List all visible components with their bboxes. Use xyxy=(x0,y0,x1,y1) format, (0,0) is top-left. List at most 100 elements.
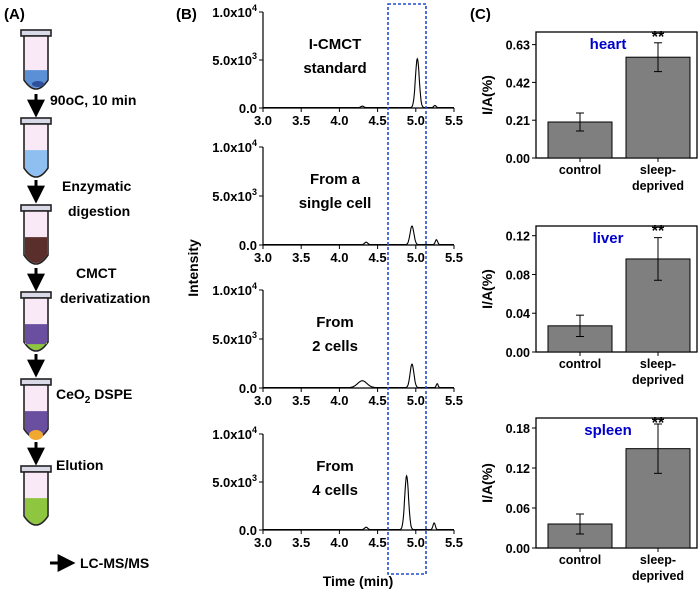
tube-cap xyxy=(20,117,52,125)
tube-4 xyxy=(20,291,52,352)
panel-c-label: (C) xyxy=(470,6,491,23)
y-tick-label: 1.0x104 xyxy=(212,281,257,298)
y-tick-label: 0.00 xyxy=(506,542,530,556)
x-tick-label: 5.5 xyxy=(445,250,463,265)
x-tick-label-cont: deprived xyxy=(632,569,684,583)
y-tick-label: 1.0x104 xyxy=(212,138,257,155)
x-tick-label: 3.5 xyxy=(292,113,310,128)
trace-block-1: 3.0 3.5 4.0 4.5 5.0 5.5 0.0 5.0x103 1.0x104 I-CMC… xyxy=(212,3,463,128)
x-tick-label: 3.0 xyxy=(254,393,272,408)
step-label-dspe: CeO2 DSPE xyxy=(56,386,132,406)
tube-6 xyxy=(20,465,52,526)
tube-3 xyxy=(20,204,52,265)
y-tick-label: 1.0x104 xyxy=(212,425,257,442)
tube-liquid xyxy=(25,411,47,437)
tissue-label: heart xyxy=(590,36,627,53)
chromatogram-line xyxy=(263,57,454,109)
panel-a: (A) 90oC, 10 min Enzymatic digestion CMC… xyxy=(4,6,150,572)
x-axis-title: Time (min) xyxy=(323,573,394,589)
trace-block-4: 3.0 3.5 4.0 4.5 5.0 5.5 0.0 5.0x103 1.0x104 From 4… xyxy=(212,425,463,550)
x-tick-label: 5.0 xyxy=(407,535,425,550)
chromatogram-line xyxy=(263,225,454,246)
y-tick-label: 5.0x103 xyxy=(212,51,257,68)
y-tick-label: 1.0x104 xyxy=(212,3,257,20)
x-tick-label: sleep- xyxy=(640,163,676,177)
y-tick-label: 0.12 xyxy=(506,462,530,476)
y-tick-label: 0.0 xyxy=(239,523,257,538)
tube-cap xyxy=(20,291,52,299)
y-tick-label: 0.00 xyxy=(506,346,530,360)
tube-liquid xyxy=(25,237,47,263)
x-tick-label-cont: deprived xyxy=(632,373,684,387)
tube-5 xyxy=(20,378,52,440)
bar-chart-heart: 0.00 0.21 0.42 0.63 I/A(%) control sleep-depri… xyxy=(479,29,698,193)
bar-charts: 0.00 0.21 0.42 0.63 I/A(%) control sleep-depri… xyxy=(479,29,698,583)
x-tick-label: 4.0 xyxy=(330,393,348,408)
trace-block-3: 3.0 3.5 4.0 4.5 5.0 5.5 0.0 5.0x103 1.0x104 From 2… xyxy=(212,281,463,408)
x-tick-label: control xyxy=(559,553,601,567)
trace-title-line1: From xyxy=(316,458,354,475)
step-label-derivatization-1: CMCT xyxy=(76,265,117,281)
x-tick-label: 4.0 xyxy=(330,250,348,265)
y-tick-label: 0.06 xyxy=(506,502,530,516)
y-tick-label: 0.0 xyxy=(239,381,257,396)
tube-cap xyxy=(20,29,52,37)
significance-marker: ** xyxy=(652,223,665,240)
x-tick-label: sleep- xyxy=(640,553,676,567)
x-tick-label: 5.5 xyxy=(445,113,463,128)
x-tick-label: 5.0 xyxy=(407,113,425,128)
trace-title-line1: From a xyxy=(310,171,361,188)
tissue-label: liver xyxy=(593,230,624,247)
x-tick-label: control xyxy=(559,357,601,371)
plot-frame xyxy=(535,225,698,353)
plot-frame xyxy=(535,31,698,159)
tube-2 xyxy=(20,117,52,178)
trace-block-2: 3.0 3.5 4.0 4.5 5.0 5.5 0.0 5.0x103 1.0x104 From … xyxy=(212,138,463,265)
y-tick-label: 5.0x103 xyxy=(212,473,257,490)
tube-cap xyxy=(20,378,52,386)
x-tick-label: 3.0 xyxy=(254,113,272,128)
y-tick-label: 0.63 xyxy=(506,39,530,53)
x-tick-label: 4.5 xyxy=(369,113,387,128)
y-tick-label: 0.00 xyxy=(506,152,530,166)
x-tick-label: 4.0 xyxy=(330,535,348,550)
step-label-heat: 90oC, 10 min xyxy=(50,92,136,108)
trace-title-line2: single cell xyxy=(299,195,372,212)
x-tick-label: 3.0 xyxy=(254,535,272,550)
y-axis-title: I/A(%) xyxy=(479,269,495,309)
panel-b: (B) Intensity Time (min) 3.0 3.5 4.0 4.5 5.0… xyxy=(176,3,463,589)
plot-frame xyxy=(535,417,698,549)
trace-title-line1: I-CMCT xyxy=(309,36,362,53)
panel-a-label: (A) xyxy=(4,6,25,23)
x-tick-label: 3.5 xyxy=(292,250,310,265)
panel-b-label: (B) xyxy=(176,6,197,23)
x-tick-label: 4.0 xyxy=(330,113,348,128)
x-tick-label-cont: deprived xyxy=(632,179,684,193)
x-tick-label: 5.0 xyxy=(407,393,425,408)
bar-chart-liver: 0.00 0.04 0.08 0.12 I/A(%) control sleep-depri… xyxy=(479,223,698,387)
x-tick-label: 4.5 xyxy=(369,535,387,550)
x-tick-label: 5.5 xyxy=(445,535,463,550)
x-tick-label: sleep- xyxy=(640,357,676,371)
highlight-box xyxy=(387,3,427,575)
x-tick-label: 3.0 xyxy=(254,250,272,265)
chromatogram-traces: 3.0 3.5 4.0 4.5 5.0 5.5 0.0 5.0x103 1.0x104 I-CMC… xyxy=(212,3,463,550)
y-axis-title: I/A(%) xyxy=(479,463,495,503)
tube-liquid xyxy=(25,150,47,176)
tube-liquid xyxy=(25,324,47,350)
x-tick-label: control xyxy=(559,163,601,177)
tube-sequence xyxy=(20,29,52,526)
tissue-label: spleen xyxy=(584,422,632,439)
y-tick-label: 0.04 xyxy=(506,307,530,321)
significance-marker: ** xyxy=(652,415,665,432)
y-tick-label: 0.0 xyxy=(239,238,257,253)
y-tick-label: 5.0x103 xyxy=(212,187,257,204)
y-axis-title: I/A(%) xyxy=(479,75,495,115)
y-tick-label: 0.18 xyxy=(506,422,530,436)
x-tick-label: 5.5 xyxy=(445,393,463,408)
x-tick-label: 3.5 xyxy=(292,393,310,408)
x-tick-label: 4.5 xyxy=(369,250,387,265)
significance-marker: ** xyxy=(652,29,665,46)
tube-1 xyxy=(20,29,52,90)
